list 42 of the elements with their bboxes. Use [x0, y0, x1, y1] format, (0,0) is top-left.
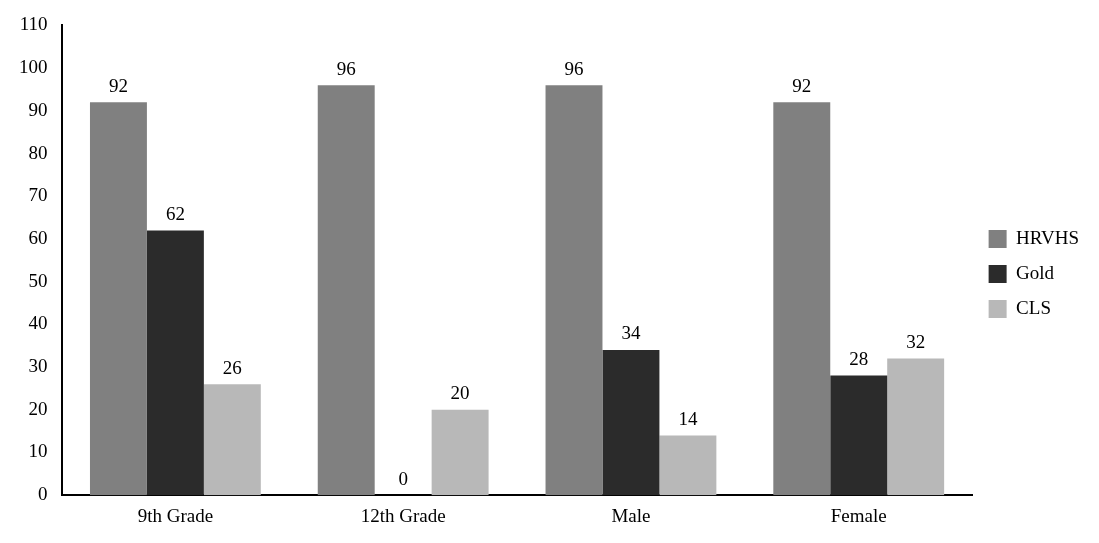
y-tick-label: 10 [28, 440, 48, 462]
bar [89, 102, 147, 496]
y-tick-label: 40 [28, 312, 48, 334]
y-tick-label: 110 [19, 13, 48, 35]
x-tick-label: 9th Grade [137, 504, 214, 526]
data-label: 14 [678, 407, 698, 429]
y-tick-label: 70 [28, 184, 48, 206]
y-tick-label: 90 [28, 98, 48, 120]
bar [659, 435, 717, 496]
data-label: 62 [165, 202, 185, 224]
x-tick-label: Female [830, 504, 887, 526]
data-label: 92 [792, 74, 812, 96]
y-tick-label: 60 [28, 226, 48, 248]
bar [317, 85, 375, 496]
bar [431, 409, 489, 496]
data-label: 28 [849, 348, 869, 370]
bar [602, 349, 660, 496]
data-label: 0 [398, 467, 408, 489]
data-label: 32 [906, 331, 926, 353]
bar [830, 375, 888, 496]
bar [146, 230, 204, 496]
x-tick-label: 12th Grade [360, 504, 446, 526]
data-label: 20 [450, 382, 470, 404]
legend-label: Gold [1016, 261, 1055, 283]
data-label: 96 [336, 57, 356, 79]
data-label: 34 [621, 322, 641, 344]
bar [887, 358, 945, 496]
bar [203, 384, 261, 496]
bar [773, 102, 831, 496]
y-tick-label: 30 [28, 355, 48, 377]
y-tick-label: 100 [19, 56, 48, 78]
legend-label: CLS [1016, 296, 1051, 318]
legend-label: HRVHS [1016, 226, 1080, 248]
data-label: 92 [108, 74, 128, 96]
y-tick-label: 80 [28, 141, 48, 163]
bar [545, 85, 603, 496]
x-tick-label: Male [611, 504, 651, 526]
y-tick-label: 50 [28, 269, 48, 291]
data-label: 26 [222, 356, 242, 378]
y-tick-label: 0 [38, 483, 48, 505]
data-label: 96 [564, 57, 584, 79]
y-tick-label: 20 [28, 397, 48, 419]
